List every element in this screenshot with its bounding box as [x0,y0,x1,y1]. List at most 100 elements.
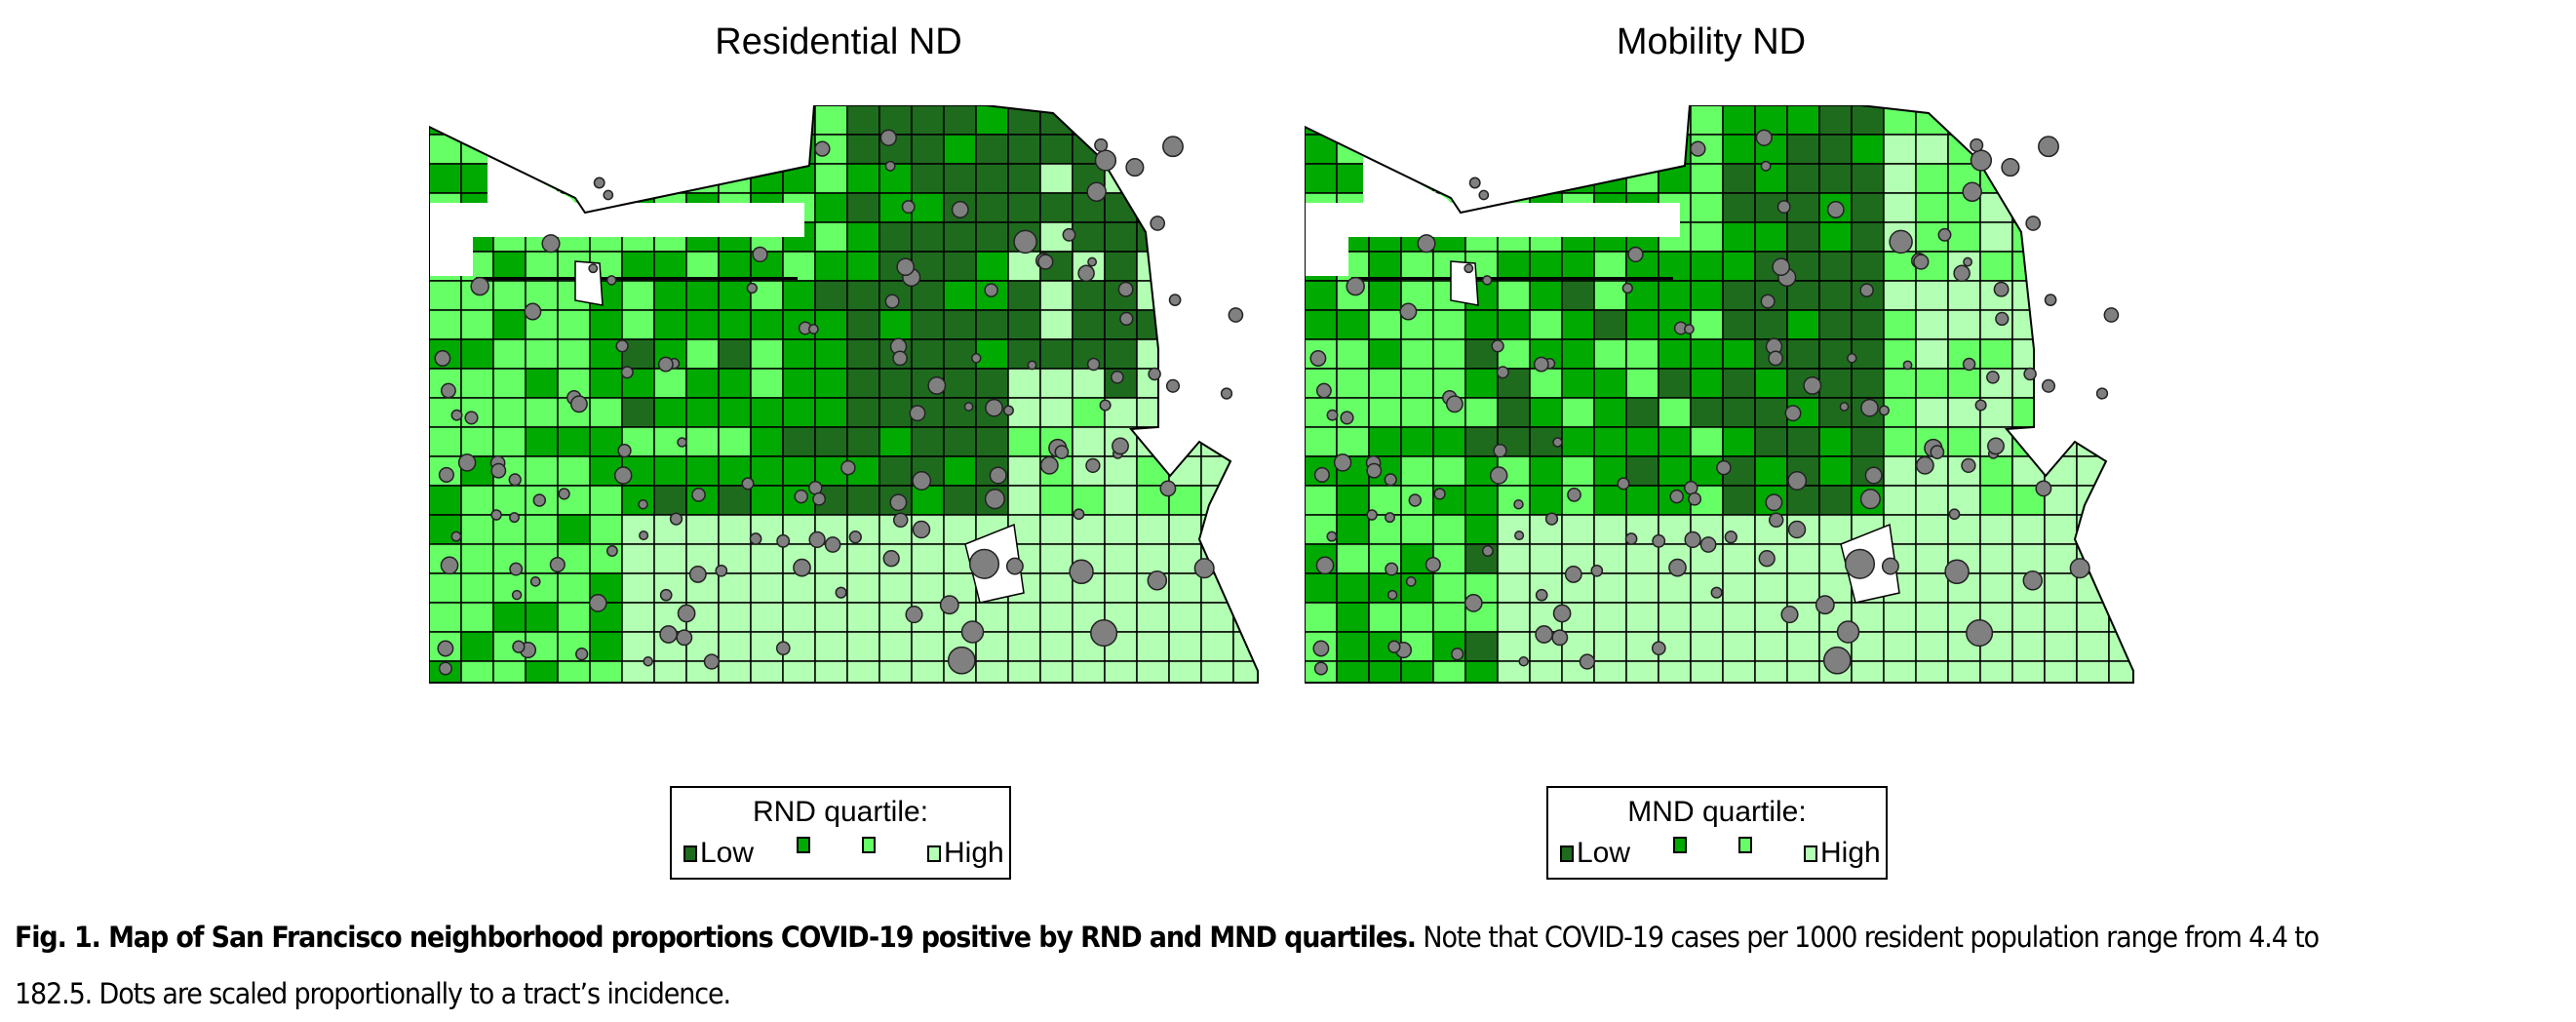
tract-q2 [460,105,494,136]
incidence-dot [588,263,599,274]
tract-q2 [846,163,880,194]
tract-q4 [911,631,945,662]
tract-q2 [589,631,623,662]
tract-q2 [460,338,494,370]
tract-q3 [460,485,494,516]
tract-q1 [975,192,1009,223]
presidio-hole [1363,154,1451,222]
tract-q4 [1266,632,1268,661]
tract-q2 [525,426,559,457]
tract-q4 [1786,572,1820,604]
tract-q4 [621,543,655,574]
tract-q2 [1561,309,1595,340]
incidence-dot [1881,557,1899,575]
incidence-dot [793,558,811,577]
tract-q4 [1818,514,1853,545]
tract-q4 [2011,309,2046,340]
tract-q4 [2141,515,2143,544]
tract-q3 [814,163,848,194]
tract-q3 [1690,221,1724,253]
tract-q3 [1561,455,1595,487]
tract-q4 [1232,426,1258,457]
tract-q3 [718,426,752,457]
tract-q2 [1658,338,1692,370]
tract-q4 [1072,426,1106,457]
tract-q2 [1497,309,1531,340]
tract-q2 [589,309,623,340]
tract-q1 [1722,485,1756,516]
tract-q4 [1104,105,1138,136]
tract-q2 [1754,368,1788,399]
incidence-dot [1099,399,1112,412]
incidence-dot [1346,276,1365,296]
tract-q4 [2044,660,2078,683]
tract-q3 [1497,485,1531,516]
tract-q3 [621,163,655,194]
incidence-dot [1889,229,1913,255]
tract-q4 [1593,572,1627,604]
tract-q4 [1497,572,1531,604]
tract-q1 [1136,105,1170,136]
tract-q2 [750,134,784,165]
tract-q1 [718,338,752,370]
tract-q4 [2044,631,2078,662]
incidence-dot [638,498,648,510]
tract-q3 [1072,397,1106,428]
tract-q4 [1658,660,1692,683]
tract-q4 [1039,368,1073,399]
tract-q4 [1168,514,1202,545]
tract-q3 [1593,105,1627,136]
tract-q4 [1722,572,1756,604]
tract-q1 [943,485,977,516]
tract-q1 [1786,221,1820,253]
tract-q3 [621,134,655,165]
tract-q4 [782,572,816,604]
incidence-dot [2044,294,2057,306]
tract-q2 [1561,368,1595,399]
tract-q3 [589,485,623,516]
incidence-dot [1385,562,1399,576]
tract-q1 [1722,309,1756,340]
tract-q3 [1883,309,1917,340]
incidence-dot [1552,437,1563,448]
tract-q3 [492,105,527,136]
tract-q2 [782,368,816,399]
tract-q2 [1625,309,1659,340]
tract-q4 [750,602,784,633]
tract-q3 [2108,134,2133,165]
tract-q2 [1529,105,1563,136]
tract-q1 [1007,134,1041,165]
tract-q3 [429,280,462,311]
tract-q1 [1818,280,1853,311]
tract-q4 [2141,222,2143,252]
incidence-dot [1514,531,1525,541]
figure-caption: Fig. 1. Map of San Francisco neighborhoo… [15,909,2372,1022]
tract-q4 [2108,660,2133,683]
tract-q1 [1851,338,1885,370]
tract-q4 [1266,427,1268,456]
tract-q4 [1529,543,1563,574]
tract-q1 [814,280,848,311]
tract-q4 [1497,602,1531,633]
tract-q3 [492,338,527,370]
tract-q4 [750,543,784,574]
tract-q3 [782,251,816,282]
incidence-dot [1013,229,1037,255]
tract-q1 [1200,192,1234,223]
incidence-dot [1948,508,1961,521]
incidence-dot [1688,491,1702,506]
tract-q4 [1007,660,1041,683]
tract-q4 [2011,602,2046,633]
tract-q4 [2141,398,2143,427]
incidence-dot [1776,200,1791,215]
tract-q1 [1722,368,1756,399]
tract-q4 [718,602,752,633]
incidence-dot [1117,281,1134,297]
tract-q3 [2108,221,2133,253]
tract-q2 [1400,660,1434,683]
tract-q1 [1818,134,1853,165]
tract-q1 [943,426,977,457]
tract-q2 [878,163,913,194]
tract-q1 [718,485,752,516]
tract-q1 [1007,163,1041,194]
